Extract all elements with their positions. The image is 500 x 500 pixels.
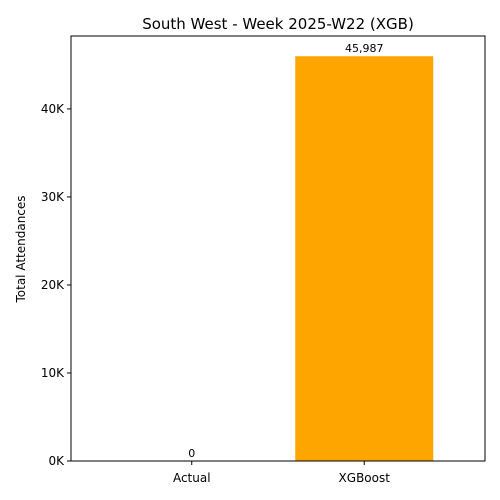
x-tick-label: XGBoost (339, 471, 391, 485)
plot-area-frame (70, 35, 486, 462)
bar-xgboost (295, 56, 434, 461)
y-tick-label: 20K (41, 278, 65, 292)
x-tick-label: Actual (173, 471, 211, 485)
y-axis-label: Total Attendances (14, 195, 28, 303)
x-axis-ticks: Actual XGBoost (173, 461, 390, 485)
chart-title: South West - Week 2025-W22 (XGB) (142, 15, 414, 33)
y-axis-ticks: 0K 10K 20K 30K 40K (41, 102, 71, 468)
data-labels-group: 0 45,987 (188, 42, 383, 460)
y-tick-label: 0K (48, 454, 65, 468)
bars-group (295, 56, 434, 461)
data-label-actual: 0 (188, 447, 195, 460)
y-tick-label: 10K (41, 366, 65, 380)
y-tick-label: 30K (41, 190, 65, 204)
data-label-xgboost: 45,987 (345, 42, 384, 55)
y-tick-label: 40K (41, 102, 65, 116)
